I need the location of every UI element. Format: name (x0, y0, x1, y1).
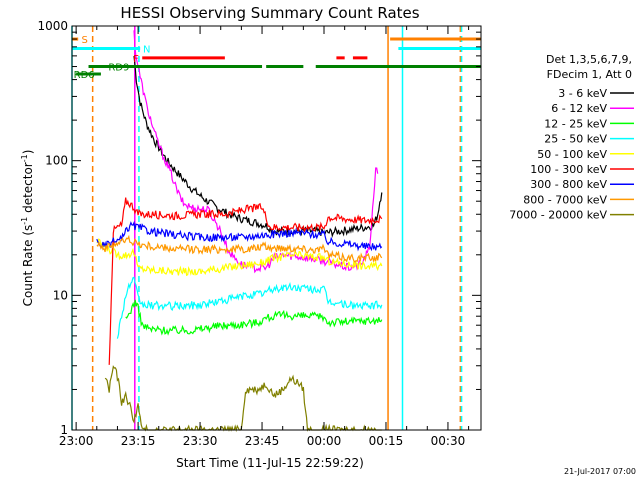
y-axis-label: Count Rate (s-1 detector-1) (20, 150, 35, 307)
flag-label-1: N (143, 45, 150, 56)
flag-label-2: F (133, 54, 139, 65)
series-line-4 (96, 238, 383, 277)
legend-label-4: 50 - 100 keV (537, 148, 607, 161)
legend-header-line-2: FDecim 1, Att 0 (547, 68, 632, 81)
x-tick-label-1: 23:15 (121, 434, 156, 448)
x-tick-label-3: 23:45 (245, 434, 280, 448)
x-tick-label-2: 23:30 (183, 434, 218, 448)
plot-frame (71, 25, 482, 431)
series-line-6 (96, 220, 383, 252)
flag-label-3: RD9 (108, 63, 129, 74)
x-tick-label-0: 23:00 (59, 434, 94, 448)
legend-label-0: 3 - 6 keV (558, 87, 607, 100)
legend-label-3: 25 - 50 keV (544, 133, 607, 146)
series-line-7 (96, 234, 383, 263)
series-line-2 (125, 299, 383, 336)
series-line-8 (104, 365, 382, 433)
x-tick-label-6: 00:30 (431, 434, 466, 448)
chart-title: HESSI Observing Summary Count Rates (120, 4, 419, 22)
footer-date: 21-Jul-2017 07:00 (564, 467, 636, 476)
legend-label-7: 800 - 7000 keV (523, 193, 607, 206)
y-tick-label-3: 1000 (37, 19, 68, 33)
x-tick-label-5: 00:15 (369, 434, 404, 448)
y-tick-label-2: 100 (45, 154, 68, 168)
legend-label-8: 7000 - 20000 keV (509, 209, 607, 222)
flag-label-0: S (82, 35, 88, 46)
y-tick-label-1: 10 (53, 288, 68, 302)
plot-area: S NF RD9 RD6 23:00 23:15 23:30 23:45 00:00 00:15 0… (37, 19, 482, 448)
series-line-0 (133, 55, 383, 238)
x-tick-label-4: 00:00 (307, 434, 342, 448)
legend: Det 1,3,5,6,7,9, FDecim 1, Att 0 3 - 6 k… (509, 53, 634, 222)
legend-header-line-1: Det 1,3,5,6,7,9, (546, 53, 632, 66)
legend-label-2: 12 - 25 keV (544, 117, 607, 130)
flag-label-4: RD6 (74, 70, 95, 81)
legend-label-6: 300 - 800 keV (530, 178, 607, 191)
x-axis-label: Start Time (11-Jul-15 22:59:22) (176, 456, 364, 470)
legend-label-5: 100 - 300 keV (530, 163, 607, 176)
y-tick-label-0: 1 (60, 423, 68, 437)
series-line-3 (116, 276, 383, 339)
series-line-1 (133, 30, 379, 274)
legend-label-1: 6 - 12 keV (551, 102, 607, 115)
series-line-5 (108, 197, 383, 365)
